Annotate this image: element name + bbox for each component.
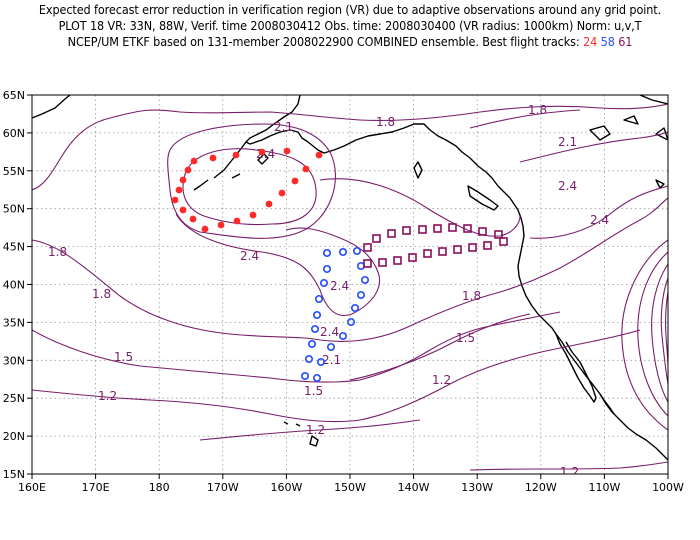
longitude-labels: 160E 170E 180 170W 160W 150W 140W 130W 1… <box>18 481 684 494</box>
contour-label: 1.5 <box>456 331 475 345</box>
lat-label: 35N <box>3 316 25 329</box>
lon-label: 170W <box>207 481 239 494</box>
title-line-3: NCEP/UM ETKF based on 131-member 2008022… <box>0 34 700 50</box>
contour-label: 2.1 <box>322 353 341 367</box>
contour-label: 2.4 <box>558 179 577 193</box>
title-line-3-text: NCEP/UM ETKF based on 131-member 2008022… <box>67 34 580 49</box>
lat-label: 60N <box>3 127 25 140</box>
contour-label: 2.4 <box>330 279 349 293</box>
contour-label: 1.8 <box>462 289 481 303</box>
contour-label: 1.8 <box>92 287 111 301</box>
flight-track-58 <box>300 246 370 383</box>
title-line-1: Expected forecast error reduction in ver… <box>38 2 662 17</box>
lat-label: 40N <box>3 279 25 292</box>
track-label-red: 24 <box>583 34 598 49</box>
contour-label: 1.2 <box>432 373 451 387</box>
lat-label: 30N <box>3 354 25 367</box>
flight-track-61 <box>363 223 508 268</box>
lon-label: 150W <box>334 481 366 494</box>
lon-label: 160W <box>270 481 302 494</box>
contour-label: 1.2 <box>306 423 325 437</box>
lon-label: 140W <box>398 481 430 494</box>
lon-label: 160E <box>18 481 46 494</box>
contour-label: 2.4 <box>590 213 609 227</box>
latitude-labels: 65N 60N 55N 50N 45N 40N 35N 30N 25N 20N … <box>3 89 25 481</box>
coastlines <box>32 95 668 461</box>
contour-label: 1.5 <box>114 350 133 364</box>
lat-label: 50N <box>3 203 25 216</box>
contour-label: 1.8 <box>528 103 547 117</box>
lon-label: 110W <box>588 481 620 494</box>
flight-track-24 <box>171 147 323 233</box>
contour-label: 2.4 <box>256 147 275 161</box>
track-label-blue: 58 <box>600 34 615 49</box>
contour-label: 2.1 <box>558 135 577 149</box>
contour-label: 1.2 <box>98 389 117 403</box>
lat-label: 45N <box>3 241 25 254</box>
title-line-2: PLOT 18 VR: 33N, 88W, Verif. time 200803… <box>58 18 642 33</box>
lat-label: 15N <box>3 468 25 481</box>
lon-label: 180 <box>149 481 170 494</box>
lon-label: 170E <box>82 481 110 494</box>
lat-label: 65N <box>3 89 25 102</box>
contour-lines <box>32 103 668 471</box>
lat-label: 55N <box>3 165 25 178</box>
contour-label: 2.4 <box>240 249 259 263</box>
contour-label: 1.8 <box>48 245 67 259</box>
lon-label: 100W <box>652 481 684 494</box>
lat-label: 25N <box>3 392 25 405</box>
contour-label: 1.2 <box>560 465 579 479</box>
track-label-purple: 61 <box>618 34 633 49</box>
graticule <box>32 95 668 474</box>
plot-title: Expected forecast error reduction in ver… <box>0 2 700 50</box>
contour-labels: 1.8 2.1 2.4 2.1 1.8 2.4 1.8 1.8 2.4 2.4 … <box>48 103 609 479</box>
contour-label: 1.5 <box>304 384 323 398</box>
lat-label: 20N <box>3 430 25 443</box>
axis-ticks <box>27 94 669 479</box>
contour-label: 1.8 <box>376 115 395 129</box>
lon-label: 120W <box>525 481 557 494</box>
verification-region-circle <box>676 287 700 383</box>
contour-label: 2.1 <box>274 120 293 134</box>
contour-label: 2.4 <box>320 325 339 339</box>
lon-label: 130W <box>461 481 493 494</box>
